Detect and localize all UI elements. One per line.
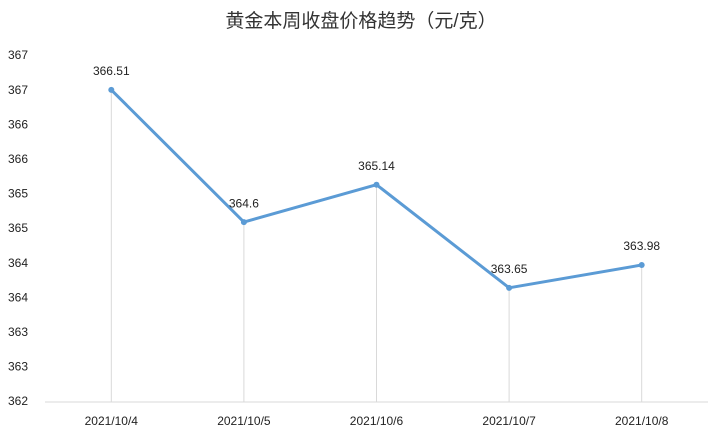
data-label: 363.98 xyxy=(623,239,660,253)
y-tick-label: 364 xyxy=(8,290,28,304)
y-tick-label: 364 xyxy=(8,256,28,270)
y-tick-label: 362 xyxy=(8,394,28,408)
x-tick-label: 2021/10/7 xyxy=(482,414,536,428)
y-tick-label: 366 xyxy=(8,152,28,166)
x-tick-label: 2021/10/4 xyxy=(85,414,139,428)
y-tick-label: 363 xyxy=(8,360,28,374)
y-tick-label: 367 xyxy=(8,48,28,62)
y-tick-label: 363 xyxy=(8,325,28,339)
x-tick-label: 2021/10/6 xyxy=(350,414,404,428)
data-point xyxy=(506,284,513,291)
chart-title: 黄金本周收盘价格趋势（元/克） xyxy=(225,10,496,32)
x-tick-label: 2021/10/8 xyxy=(615,414,669,428)
data-point xyxy=(240,219,247,226)
data-label: 366.51 xyxy=(93,64,130,78)
data-point xyxy=(108,86,115,93)
data-point xyxy=(638,261,645,268)
data-label: 364.6 xyxy=(229,196,259,210)
data-label: 363.65 xyxy=(491,262,528,276)
y-tick-label: 365 xyxy=(8,221,28,235)
y-tick-label: 366 xyxy=(8,117,28,131)
data-label: 365.14 xyxy=(358,159,395,173)
y-tick-label: 367 xyxy=(8,83,28,97)
data-point xyxy=(373,181,380,188)
x-tick-label: 2021/10/5 xyxy=(217,414,271,428)
y-tick-label: 365 xyxy=(8,187,28,201)
